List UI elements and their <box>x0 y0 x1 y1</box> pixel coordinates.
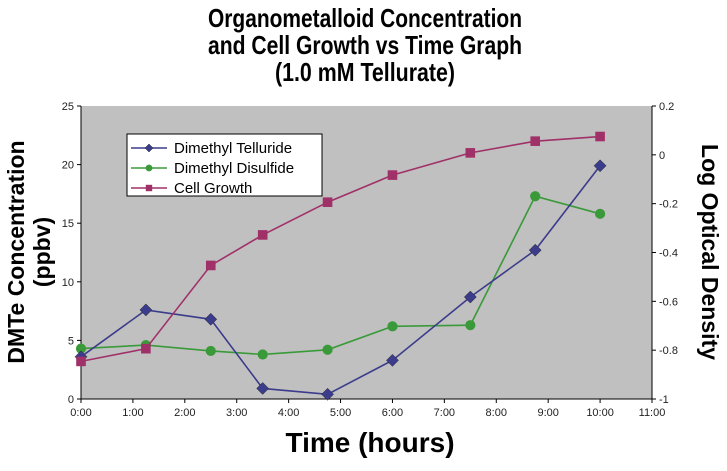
y-axis-label-line-2: (ppbv) <box>29 217 55 287</box>
data-point <box>257 230 268 240</box>
x-tick-label: 0:00 <box>70 407 91 419</box>
legend-label: Cell Growth <box>174 180 252 197</box>
data-point <box>465 320 476 331</box>
data-point <box>257 349 268 360</box>
y-axis-label-line-1: DMTe Concentration <box>3 140 29 363</box>
data-point <box>205 260 216 271</box>
y2-tick-label: -0.8 <box>659 345 678 357</box>
legend-label: Dimethyl Disulfide <box>174 160 294 177</box>
data-point <box>387 321 398 332</box>
data-point <box>387 170 398 180</box>
x-tick-label: 7:00 <box>434 407 455 419</box>
y-tick-label: 20 <box>62 160 74 172</box>
legend-item: Cell Growth <box>131 180 252 197</box>
y2-tick-label: 0 <box>659 150 665 162</box>
data-point <box>205 345 216 357</box>
y2-tick-label: -0.6 <box>659 296 678 308</box>
data-point <box>530 191 541 202</box>
y-tick-label: 0 <box>68 394 74 406</box>
data-point <box>386 353 399 367</box>
x-tick-label: 2:00 <box>174 407 195 419</box>
chart-title-line-1: Organometalloid Concentration <box>208 3 522 33</box>
data-point <box>139 303 153 317</box>
legend-label: Dimethyl Telluride <box>174 140 292 157</box>
y-tick-label: 15 <box>62 218 74 230</box>
y2-tick-label: -1 <box>659 394 669 406</box>
y-tick-label: 25 <box>62 101 74 113</box>
x-tick-label: 11:00 <box>639 407 666 419</box>
data-point <box>322 197 333 208</box>
y-tick-label: 5 <box>68 335 74 347</box>
legend-marker <box>144 143 154 153</box>
data-point <box>322 344 333 355</box>
legend-marker <box>145 184 153 192</box>
y2-axis-label: Log Optical Density <box>697 144 723 360</box>
legend-item: Dimethyl Telluride <box>131 140 292 157</box>
x-axis-label: Time (hours) <box>285 427 454 458</box>
x-tick-label: 5:00 <box>330 407 351 419</box>
x-tick-label: 6:00 <box>382 407 403 419</box>
data-point <box>465 148 476 158</box>
data-point <box>321 387 334 401</box>
data-point <box>530 136 541 146</box>
series-dimethyl-disulfide <box>75 191 606 360</box>
chart-title-line-2: and Cell Growth vs Time Graph <box>208 30 522 60</box>
data-point <box>76 356 86 367</box>
x-tick-label: 4:00 <box>278 407 299 419</box>
legend: Dimethyl Telluride Dimethyl Disulfide Cell… <box>126 133 323 197</box>
data-point <box>256 382 270 395</box>
y2-tick-label: 0.2 <box>659 101 674 113</box>
data-point <box>463 290 477 304</box>
data-point <box>593 159 607 173</box>
x-tick-label: 9:00 <box>537 407 558 419</box>
data-point <box>594 208 606 219</box>
x-tick-label: 1:00 <box>122 407 143 419</box>
y2-tick-label: -0.4 <box>659 248 678 260</box>
data-point <box>204 312 218 326</box>
data-point <box>528 243 542 257</box>
data-point <box>141 343 151 354</box>
y-tick-label: 10 <box>62 277 74 289</box>
chart-title-line-3: (1.0 mM Tellurate) <box>275 57 455 87</box>
legend-marker <box>145 164 153 172</box>
x-tick-label: 3:00 <box>226 407 247 419</box>
y2-tick-label: -0.2 <box>659 199 678 211</box>
data-point <box>595 131 605 142</box>
x-tick-label: 8:00 <box>486 407 507 419</box>
x-tick-label: 10:00 <box>586 407 614 419</box>
legend-item: Dimethyl Disulfide <box>131 160 294 177</box>
data-point <box>75 343 87 354</box>
series-cell-growth <box>76 131 605 367</box>
